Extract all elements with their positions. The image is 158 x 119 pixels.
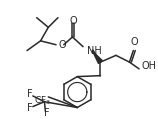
- Text: O: O: [70, 16, 77, 26]
- Text: F: F: [27, 89, 33, 99]
- Text: OH: OH: [141, 61, 156, 71]
- Polygon shape: [93, 52, 102, 64]
- Text: O: O: [59, 40, 67, 50]
- Text: NH: NH: [87, 46, 102, 56]
- Text: CF$_3$: CF$_3$: [34, 94, 51, 107]
- Text: O: O: [131, 37, 138, 47]
- Text: F: F: [27, 103, 33, 113]
- Text: F: F: [44, 108, 49, 118]
